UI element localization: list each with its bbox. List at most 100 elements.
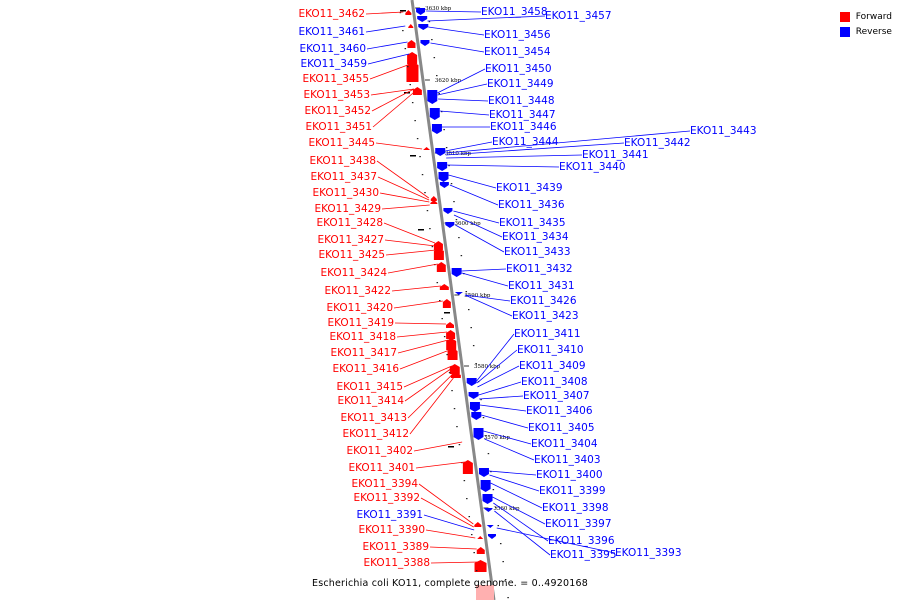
feature-tick bbox=[436, 75, 438, 77]
forward-label: EKO11_3420 bbox=[326, 302, 393, 314]
feature-tick bbox=[433, 57, 436, 59]
legend-forward-swatch bbox=[839, 11, 850, 22]
map-caption: Escherichia coli KO11, complete genome. … bbox=[312, 578, 588, 589]
label-leader bbox=[445, 141, 493, 152]
forward-label: EKO11_3425 bbox=[318, 249, 385, 261]
label-leader bbox=[464, 294, 513, 317]
label-leader bbox=[397, 339, 449, 354]
label-leader bbox=[407, 373, 454, 419]
feature-tick bbox=[482, 417, 485, 419]
forward-gene bbox=[433, 241, 443, 250]
forward-label: EKO11_3389 bbox=[362, 541, 429, 553]
label-leader bbox=[490, 482, 543, 509]
reverse-gene bbox=[427, 90, 438, 104]
forward-gene bbox=[449, 364, 460, 374]
feature-tick bbox=[490, 471, 492, 473]
reverse-gene bbox=[468, 392, 479, 399]
reverse-label: EKO11_3447 bbox=[489, 109, 556, 121]
label-leader bbox=[365, 11, 404, 15]
label-leader bbox=[446, 154, 583, 159]
reverse-label: EKO11_3435 bbox=[499, 217, 566, 229]
label-leader bbox=[455, 224, 505, 253]
forward-gene bbox=[477, 536, 484, 539]
reverse-label: EKO11_3454 bbox=[484, 46, 551, 58]
reverse-label: EKO11_3404 bbox=[531, 438, 598, 450]
forward-label: EKO11_3453 bbox=[303, 89, 370, 101]
feature-tick bbox=[436, 282, 439, 284]
reverse-label: EKO11_3449 bbox=[487, 78, 554, 90]
label-leader bbox=[384, 239, 436, 247]
feature-tick bbox=[431, 39, 433, 41]
reverse-gene bbox=[469, 402, 480, 412]
feature-tick bbox=[416, 138, 419, 140]
forward-gene bbox=[430, 200, 438, 204]
forward-label: EKO11_3388 bbox=[363, 557, 430, 569]
label-leader bbox=[489, 474, 540, 492]
label-leader bbox=[377, 176, 430, 201]
forward-label: EKO11_3438 bbox=[309, 155, 376, 167]
reverse-label: EKO11_3440 bbox=[559, 161, 626, 173]
label-leader bbox=[445, 130, 691, 154]
forward-label: EKO11_3394 bbox=[351, 478, 418, 490]
reverse-gene bbox=[480, 480, 491, 492]
reverse-label: EKO11_3405 bbox=[528, 422, 595, 434]
reverse-gene bbox=[420, 40, 430, 46]
forward-label: EKO11_3462 bbox=[298, 8, 365, 20]
feature-tick bbox=[450, 183, 453, 185]
feature-tick bbox=[410, 155, 416, 157]
reverse-gene bbox=[439, 182, 449, 188]
label-leader bbox=[476, 349, 518, 384]
legend-reverse: Reverse bbox=[839, 24, 892, 39]
feature-tick bbox=[504, 579, 507, 581]
forward-label: EKO11_3417 bbox=[330, 347, 397, 359]
label-leader bbox=[403, 365, 452, 388]
label-leader bbox=[453, 214, 503, 238]
feature-tick bbox=[458, 444, 461, 446]
feature-tick bbox=[455, 219, 458, 221]
feature-tick bbox=[404, 48, 407, 50]
reverse-label: EKO11_3432 bbox=[506, 263, 573, 275]
forward-label: EKO11_3415 bbox=[336, 381, 403, 393]
reverse-label: EKO11_3442 bbox=[624, 137, 691, 149]
forward-gene bbox=[447, 348, 458, 360]
feature-tick bbox=[443, 336, 446, 338]
reverse-label: EKO11_3399 bbox=[539, 485, 606, 497]
forward-gene bbox=[430, 196, 437, 201]
label-leader bbox=[476, 333, 515, 382]
feature-tick bbox=[497, 525, 500, 527]
label-leader bbox=[367, 53, 410, 65]
label-leader bbox=[484, 438, 535, 461]
reverse-label: EKO11_3397 bbox=[545, 518, 612, 530]
label-leader bbox=[375, 142, 423, 150]
label-leader bbox=[437, 68, 486, 94]
label-leader bbox=[449, 184, 499, 206]
forward-gene bbox=[442, 299, 451, 308]
feature-tick bbox=[502, 561, 504, 563]
feature-tick bbox=[419, 156, 421, 158]
reverse-gene bbox=[486, 525, 494, 528]
label-leader bbox=[393, 300, 443, 309]
reverse-label: EKO11_3434 bbox=[502, 231, 569, 243]
reverse-gene bbox=[438, 172, 449, 182]
feature-tick bbox=[492, 489, 495, 491]
forward-label: EKO11_3422 bbox=[324, 285, 391, 297]
label-leader bbox=[461, 272, 509, 287]
feature-tick bbox=[495, 507, 497, 509]
feature-tick bbox=[411, 102, 414, 104]
forward-label: EKO11_3452 bbox=[304, 105, 371, 117]
feature-tick bbox=[407, 66, 409, 68]
feature-tick bbox=[421, 174, 424, 176]
forward-label: EKO11_3418 bbox=[329, 331, 396, 343]
forward-gene bbox=[436, 262, 446, 272]
label-leader bbox=[425, 529, 476, 539]
label-leader bbox=[370, 88, 414, 96]
label-leader bbox=[372, 91, 415, 128]
feature-tick bbox=[445, 147, 448, 149]
forward-label: EKO11_3459 bbox=[300, 58, 367, 70]
reverse-label: EKO11_3395 bbox=[550, 549, 617, 561]
label-leader bbox=[376, 160, 430, 199]
forward-gene bbox=[408, 24, 414, 28]
feature-tick bbox=[441, 318, 443, 320]
forward-label: EKO11_3460 bbox=[299, 43, 366, 55]
tick-label: 3590 kbp bbox=[464, 293, 491, 299]
